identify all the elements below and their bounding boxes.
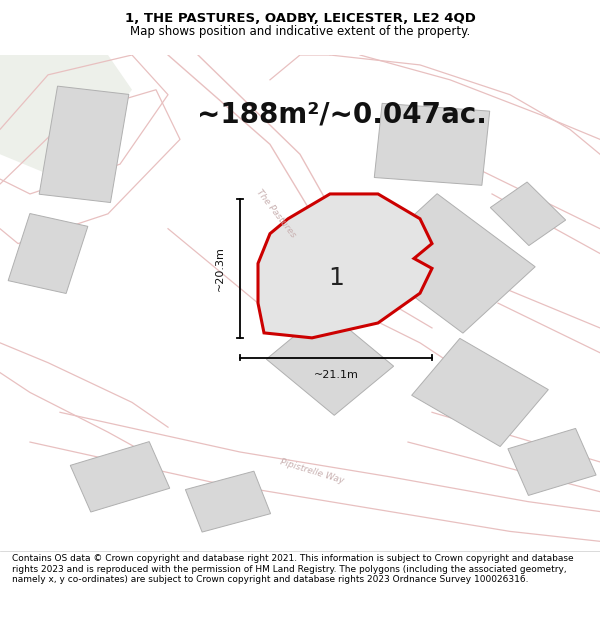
Text: ~21.1m: ~21.1m xyxy=(314,370,358,380)
Polygon shape xyxy=(0,55,132,179)
Text: 1: 1 xyxy=(328,266,344,290)
Polygon shape xyxy=(185,471,271,532)
Polygon shape xyxy=(412,338,548,446)
Polygon shape xyxy=(365,194,535,333)
Text: Pipistrelle Way: Pipistrelle Way xyxy=(279,458,345,486)
Text: Contains OS data © Crown copyright and database right 2021. This information is : Contains OS data © Crown copyright and d… xyxy=(12,554,574,584)
Polygon shape xyxy=(266,310,394,415)
Text: Map shows position and indicative extent of the property.: Map shows position and indicative extent… xyxy=(130,26,470,39)
Text: ~20.3m: ~20.3m xyxy=(215,246,225,291)
Polygon shape xyxy=(8,214,88,294)
Text: ~188m²/~0.047ac.: ~188m²/~0.047ac. xyxy=(197,101,487,129)
Polygon shape xyxy=(374,103,490,185)
Polygon shape xyxy=(490,182,566,246)
Polygon shape xyxy=(70,442,170,512)
Polygon shape xyxy=(508,428,596,496)
Polygon shape xyxy=(39,86,129,202)
Polygon shape xyxy=(258,194,432,338)
Text: The Pastures: The Pastures xyxy=(254,188,298,239)
Text: 1, THE PASTURES, OADBY, LEICESTER, LE2 4QD: 1, THE PASTURES, OADBY, LEICESTER, LE2 4… xyxy=(125,12,475,25)
